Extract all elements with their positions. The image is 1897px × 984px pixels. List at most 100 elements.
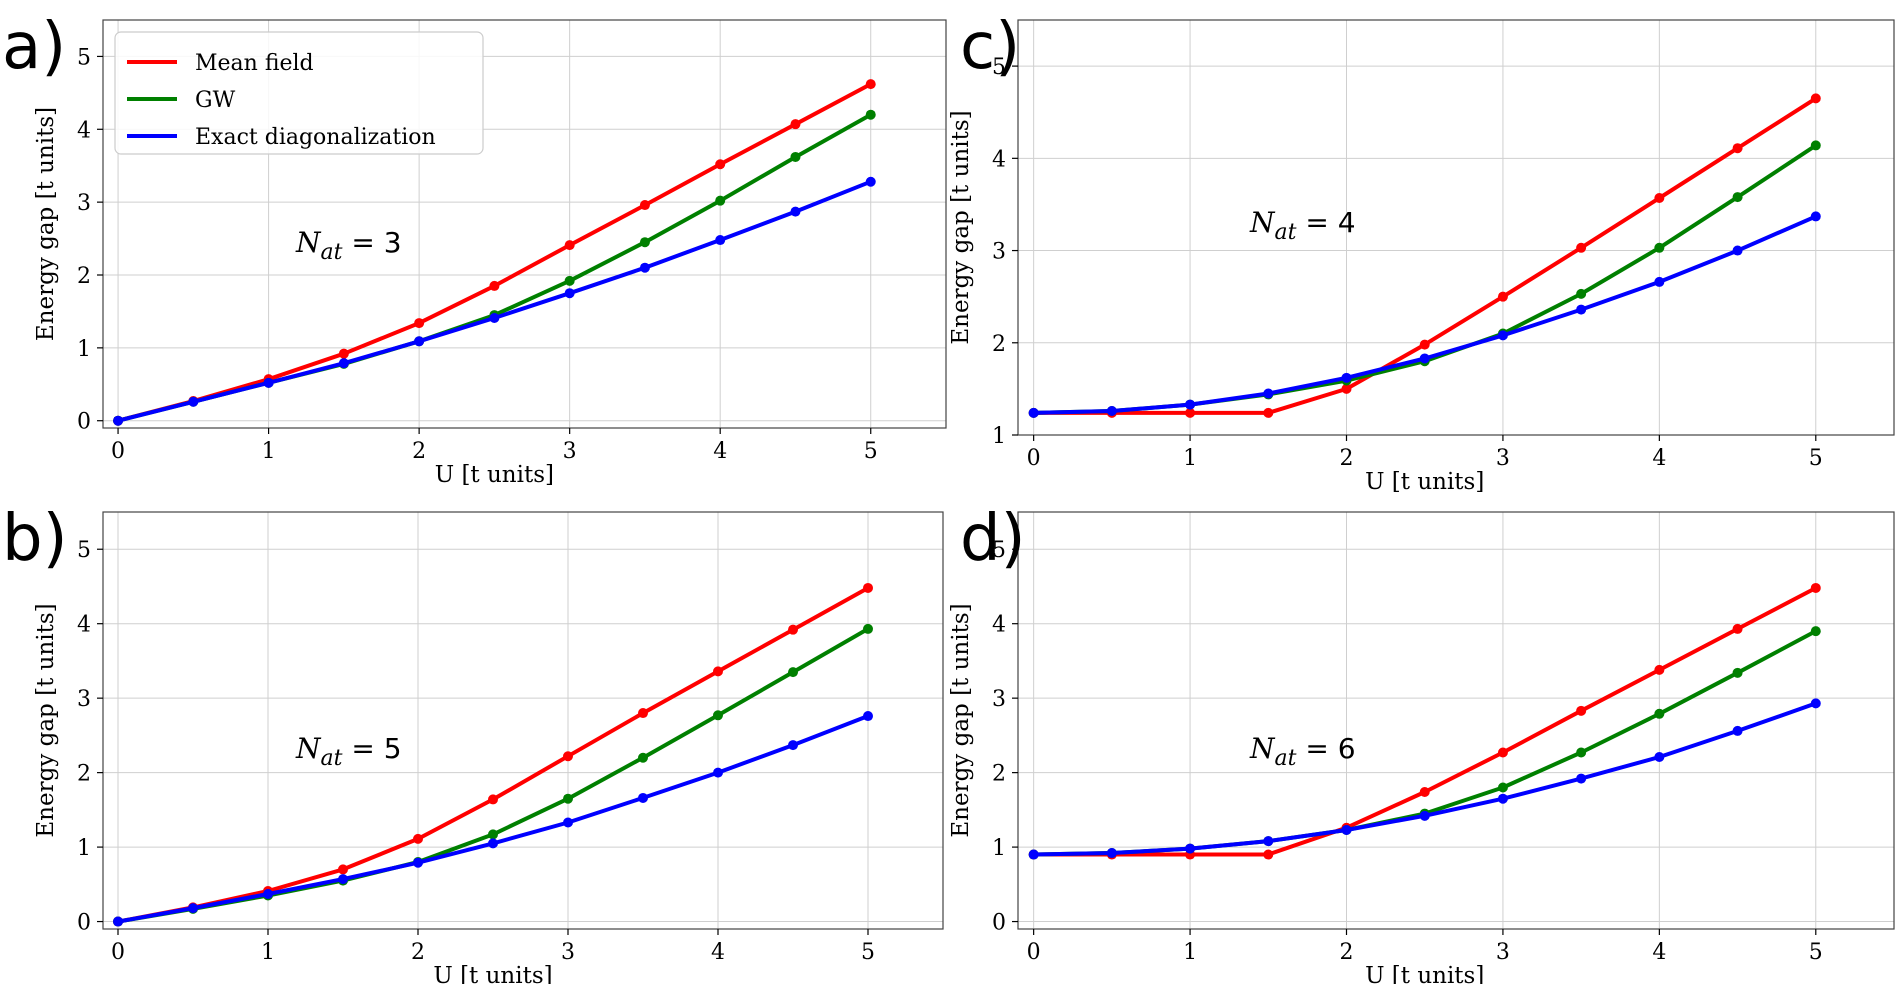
data-point xyxy=(788,624,798,635)
data-point xyxy=(790,206,801,217)
n-atoms-annotation: Nat = 6 xyxy=(1249,732,1356,771)
data-point xyxy=(639,262,650,273)
data-point xyxy=(1654,751,1665,762)
data-point xyxy=(563,793,573,804)
data-point xyxy=(1732,192,1743,203)
data-point xyxy=(865,109,876,120)
data-point xyxy=(713,666,723,677)
data-point xyxy=(1654,242,1665,253)
data-point xyxy=(788,740,798,751)
data-point xyxy=(1654,276,1665,287)
data-point xyxy=(1497,291,1508,302)
x-tick-label: 4 xyxy=(1652,446,1666,471)
data-point xyxy=(1497,793,1508,804)
data-point xyxy=(715,195,726,206)
data-point xyxy=(1732,143,1743,154)
data-point xyxy=(639,237,650,248)
data-point xyxy=(790,119,801,130)
data-point xyxy=(488,794,498,805)
x-tick-label: 1 xyxy=(1183,446,1197,471)
x-tick-label: 5 xyxy=(864,439,878,464)
y-tick-label: 5 xyxy=(992,55,1006,80)
panel-letter: d) xyxy=(960,502,1026,576)
x-tick-label: 2 xyxy=(1340,940,1354,965)
data-point xyxy=(863,711,873,722)
x-tick-label: 3 xyxy=(1496,940,1510,965)
y-tick-label: 0 xyxy=(992,911,1006,936)
data-point xyxy=(489,280,500,291)
y-tick-label: 1 xyxy=(77,836,91,861)
data-point xyxy=(788,667,798,678)
panel-letter: c) xyxy=(960,10,1020,84)
data-point xyxy=(489,312,500,323)
data-point xyxy=(638,752,648,763)
plot-area xyxy=(1018,512,1894,929)
data-point xyxy=(338,358,349,369)
data-point xyxy=(414,336,425,347)
y-tick-label: 0 xyxy=(77,410,91,435)
data-point xyxy=(790,151,801,162)
data-point xyxy=(1028,407,1039,418)
x-tick-label: 0 xyxy=(1027,446,1041,471)
x-tick-label: 4 xyxy=(711,940,725,965)
data-point xyxy=(1263,388,1274,399)
x-tick-label: 2 xyxy=(411,940,425,965)
data-point xyxy=(1732,623,1743,634)
data-point xyxy=(1419,810,1430,821)
data-point xyxy=(1732,245,1743,256)
y-tick-label: 4 xyxy=(77,613,91,638)
data-point xyxy=(865,79,876,90)
y-tick-label: 3 xyxy=(77,191,91,216)
data-point xyxy=(713,767,723,778)
data-point xyxy=(1185,843,1196,854)
data-point xyxy=(188,903,198,914)
x-tick-label: 5 xyxy=(861,940,875,965)
x-tick-label: 2 xyxy=(1340,446,1354,471)
data-point xyxy=(564,275,575,286)
data-point xyxy=(1732,667,1743,678)
plot-frame xyxy=(1017,19,1895,436)
data-point xyxy=(563,751,573,762)
y-tick-label: 5 xyxy=(77,45,91,70)
data-point xyxy=(638,792,648,803)
n-atoms-annotation: Nat = 3 xyxy=(295,226,402,265)
data-point xyxy=(563,817,573,828)
data-point xyxy=(1263,836,1274,847)
y-tick-label: 1 xyxy=(992,836,1006,861)
data-point xyxy=(1576,242,1587,253)
n-atoms-annotation: Nat = 5 xyxy=(295,732,402,771)
data-point xyxy=(1576,304,1587,315)
y-tick-label: 4 xyxy=(992,147,1006,172)
data-point xyxy=(638,708,648,719)
y-tick-label: 1 xyxy=(992,424,1006,449)
y-tick-label: 4 xyxy=(992,613,1006,638)
data-point xyxy=(1028,849,1039,860)
data-point xyxy=(1810,140,1821,151)
x-axis-label: U [t units] xyxy=(435,462,554,488)
data-point xyxy=(263,377,274,388)
data-point xyxy=(1419,353,1430,364)
data-point xyxy=(1263,849,1274,860)
data-point xyxy=(1810,698,1821,709)
x-tick-label: 4 xyxy=(1652,940,1666,965)
y-axis-label: Energy gap [t units] xyxy=(33,603,59,837)
data-point xyxy=(413,833,423,844)
data-point xyxy=(1654,192,1665,203)
plot-frame xyxy=(102,19,947,429)
data-point xyxy=(1576,773,1587,784)
x-tick-label: 0 xyxy=(1027,940,1041,965)
y-tick-label: 2 xyxy=(992,762,1006,787)
data-point xyxy=(1341,824,1352,835)
data-point xyxy=(1341,372,1352,383)
y-tick-label: 3 xyxy=(992,687,1006,712)
data-point xyxy=(1654,664,1665,675)
legend-entry: GW xyxy=(195,88,236,113)
data-point xyxy=(1106,406,1117,417)
y-tick-label: 2 xyxy=(77,264,91,289)
data-point xyxy=(715,159,726,170)
plot-frame xyxy=(1017,511,1895,930)
data-point xyxy=(1576,288,1587,299)
x-axis-label: U [t units] xyxy=(433,963,552,984)
